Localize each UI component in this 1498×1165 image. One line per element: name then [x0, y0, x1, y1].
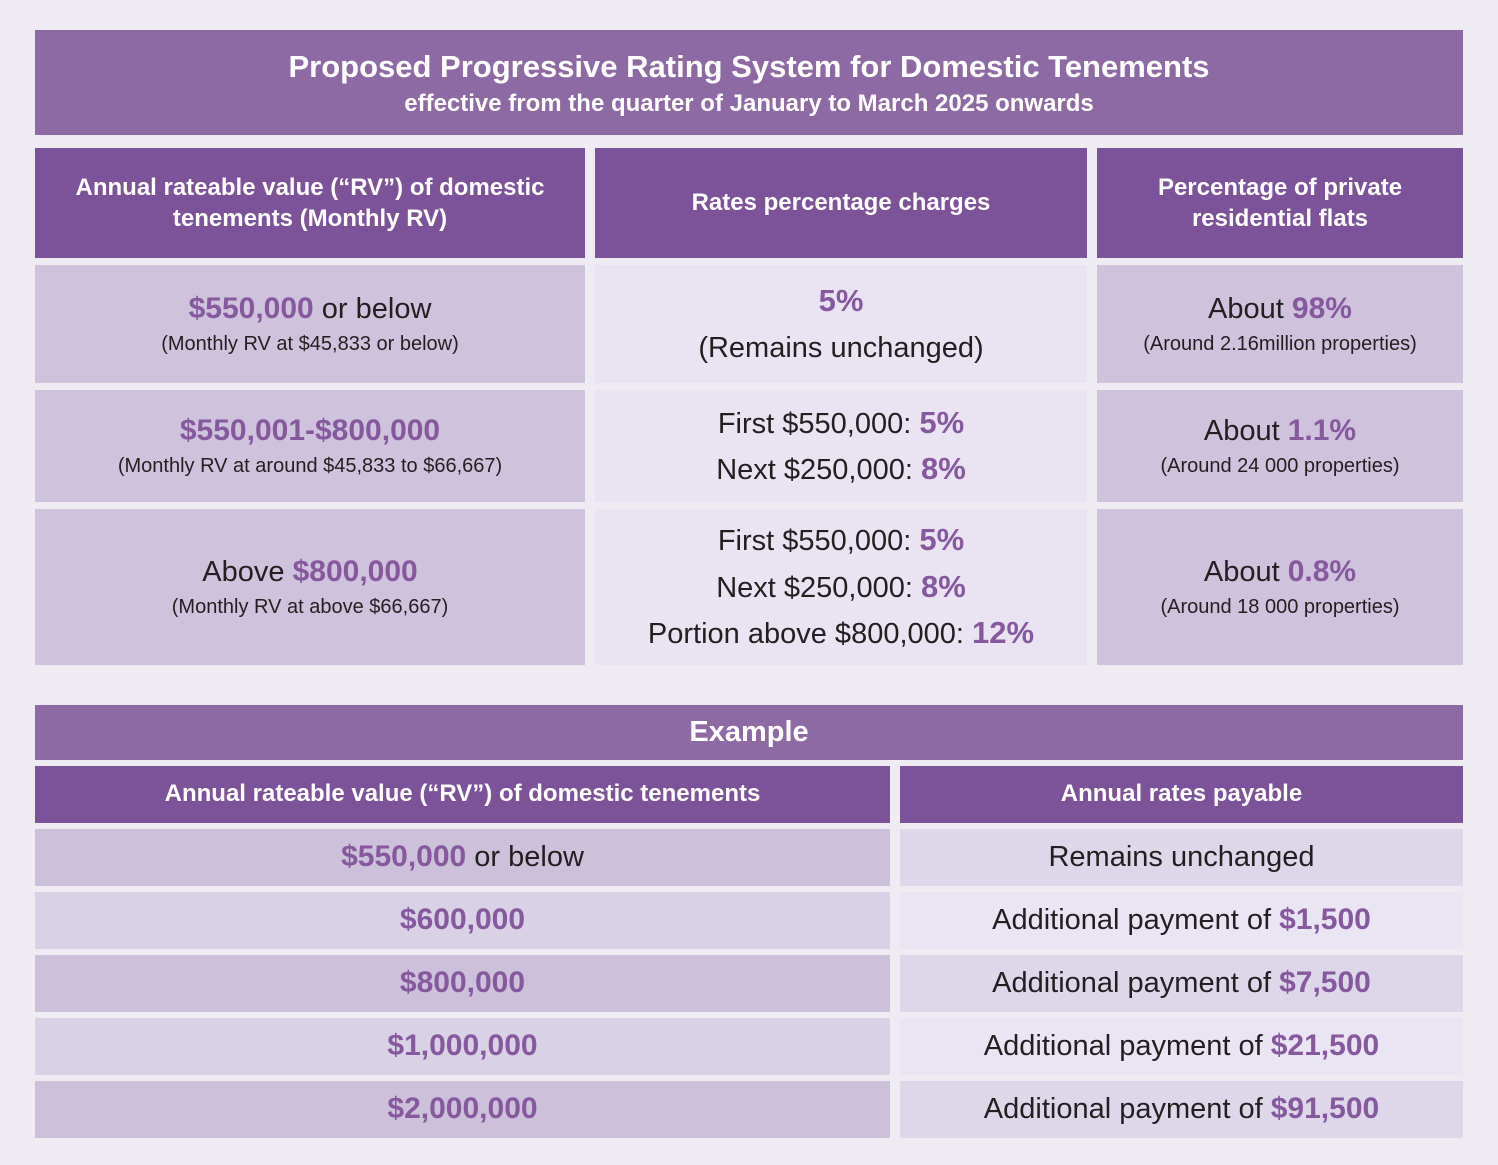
example-rv-text: $600,000	[400, 903, 525, 937]
example-column-header-rv: Annual rateable value (“RV”) of domestic…	[35, 765, 890, 823]
example-payable-cell-row4: Additional payment of $21,500	[900, 1017, 1463, 1075]
rv-prefix: Above	[202, 555, 293, 588]
rv-sub-text: (Monthly RV at above $66,667)	[171, 596, 449, 618]
example-rv-text: $800,000	[400, 966, 525, 1000]
example-rv-suffix: or below	[466, 841, 584, 873]
example-payable-prefix: Additional payment of	[983, 1093, 1271, 1125]
rates-cell-row1: 5% (Remains unchanged)	[595, 265, 1087, 383]
share-cell-row3: About 0.8% (Around 18 000 properties)	[1097, 509, 1463, 665]
rate-value: 5%	[818, 282, 864, 318]
rate-value: 8%	[920, 568, 966, 604]
example-payable-prefix: Additional payment of	[983, 1030, 1271, 1062]
rate-prefix: Next $250,000:	[716, 571, 921, 604]
rates-cell-row2: First $550,000: 5% Next $250,000: 8%	[595, 390, 1087, 502]
title-bar: Proposed Progressive Rating System for D…	[35, 30, 1463, 135]
example-payable-text: Additional payment of $1,500	[992, 903, 1371, 937]
example-rv-cell-row5: $2,000,000	[35, 1080, 890, 1138]
share-sub-text: (Around 2.16million properties)	[1143, 333, 1417, 356]
rate-value: 8%	[920, 451, 966, 486]
rate-value: 12%	[972, 615, 1035, 650]
rv-cell-row2: $550,001-$800,000 (Monthly RV at around …	[35, 390, 585, 502]
example-rv-text: $550,000 or below	[341, 840, 584, 874]
share-sub-text: (Around 18 000 properties)	[1160, 596, 1400, 618]
rv-value: $550,001-$800,000	[179, 413, 441, 447]
example-rv-value: $600,000	[399, 903, 526, 936]
share-cell-row1: About 98% (Around 2.16million properties…	[1097, 265, 1463, 383]
example-table: Annual rateable value (“RV”) of domestic…	[35, 765, 1463, 1138]
example-rv-text: $2,000,000	[387, 1092, 537, 1126]
share-value: 0.8%	[1287, 554, 1357, 588]
share-value: 1.1%	[1287, 413, 1357, 447]
rating-table: Annual rateable value (“RV”) of domestic…	[35, 148, 1463, 665]
column-header-share: Percentage of private residential flats	[1097, 148, 1463, 258]
example-rv-value: $800,000	[399, 966, 526, 999]
example-rv-value: $2,000,000	[387, 1092, 538, 1125]
example-payable-cell-row2: Additional payment of $1,500	[900, 891, 1463, 949]
rv-sub-text: (Monthly RV at around $45,833 to $66,667…	[117, 455, 503, 478]
rate-value: 5%	[919, 522, 965, 557]
example-payable-prefix: Additional payment of	[992, 904, 1280, 936]
rate-prefix: Next $250,000:	[716, 454, 921, 486]
example-payable-text: Additional payment of $21,500	[984, 1029, 1379, 1063]
example-rv-cell-row3: $800,000	[35, 954, 890, 1012]
rv-cell-row3: Above $800,000 (Monthly RV at above $66,…	[35, 509, 585, 665]
rate-line: 5%	[819, 278, 864, 325]
example-payable-cell-row1: Remains unchanged	[900, 828, 1463, 886]
example-column-header-payable: Annual rates payable	[900, 765, 1463, 823]
rate-prefix: Portion above $800,000:	[647, 618, 973, 650]
example-payable-prefix: Additional payment of	[992, 967, 1280, 999]
rate-value: 5%	[919, 404, 965, 440]
share-prefix: About	[1203, 414, 1288, 447]
share-main-text: About 1.1%	[1204, 411, 1356, 452]
example-payable-prefix: Remains unchanged	[1048, 841, 1315, 873]
rate-line: Next $250,000: 8%	[716, 564, 966, 611]
page-subtitle: effective from the quarter of January to…	[404, 90, 1094, 118]
share-sub-text: (Around 24 000 properties)	[1160, 455, 1400, 478]
rate-line: First $550,000: 5%	[718, 517, 964, 564]
share-cell-row2: About 1.1% (Around 24 000 properties)	[1097, 390, 1463, 502]
rate-line: Portion above $800,000: 12%	[648, 610, 1034, 657]
rv-suffix: or below	[313, 292, 432, 325]
share-main-text: About 98%	[1208, 289, 1352, 330]
rate-line: (Remains unchanged)	[698, 324, 983, 371]
column-header-rv: Annual rateable value (“RV”) of domestic…	[35, 148, 585, 258]
rv-value: $550,000	[188, 291, 314, 325]
share-prefix: About	[1203, 555, 1288, 588]
share-prefix: About	[1208, 292, 1292, 325]
rv-main-text: $550,000 or below	[189, 289, 432, 330]
rv-cell-row1: $550,000 or below (Monthly RV at $45,833…	[35, 265, 585, 383]
example-payable-value: $91,500	[1270, 1092, 1380, 1125]
example-payable-value: $21,500	[1270, 1029, 1380, 1062]
rate-line: First $550,000: 5%	[718, 400, 964, 447]
example-rv-cell-row4: $1,000,000	[35, 1017, 890, 1075]
rates-cell-row3: First $550,000: 5% Next $250,000: 8% Por…	[595, 509, 1087, 665]
example-payable-text: Additional payment of $91,500	[984, 1092, 1379, 1126]
rv-main-text: $550,001-$800,000	[180, 411, 440, 452]
example-payable-text: Remains unchanged	[1048, 840, 1314, 874]
example-rv-cell-row1: $550,000 or below	[35, 828, 890, 886]
rate-prefix: First $550,000:	[717, 407, 920, 440]
share-main-text: About 0.8%	[1204, 552, 1356, 593]
example-rv-text: $1,000,000	[387, 1029, 537, 1063]
rv-sub-text: (Monthly RV at $45,833 or below)	[161, 333, 459, 356]
example-payable-text: Additional payment of $7,500	[992, 966, 1371, 1000]
example-payable-value: $7,500	[1279, 966, 1371, 999]
example-payable-value: $1,500	[1279, 903, 1371, 936]
example-rv-value: $550,000	[341, 840, 467, 873]
column-header-rates: Rates percentage charges	[595, 148, 1087, 258]
rate-prefix: (Remains unchanged)	[698, 332, 984, 364]
rate-prefix: First $550,000:	[717, 525, 920, 557]
example-payable-cell-row5: Additional payment of $91,500	[900, 1080, 1463, 1138]
example-rv-cell-row2: $600,000	[35, 891, 890, 949]
rv-value: $800,000	[292, 554, 418, 588]
example-section-title: Example	[35, 704, 1463, 760]
rate-line: Next $250,000: 8%	[716, 446, 966, 493]
example-rv-value: $1,000,000	[387, 1029, 538, 1062]
share-value: 98%	[1291, 291, 1352, 325]
page-title: Proposed Progressive Rating System for D…	[288, 49, 1210, 85]
example-payable-cell-row3: Additional payment of $7,500	[900, 954, 1463, 1012]
rv-main-text: Above $800,000	[202, 552, 417, 593]
